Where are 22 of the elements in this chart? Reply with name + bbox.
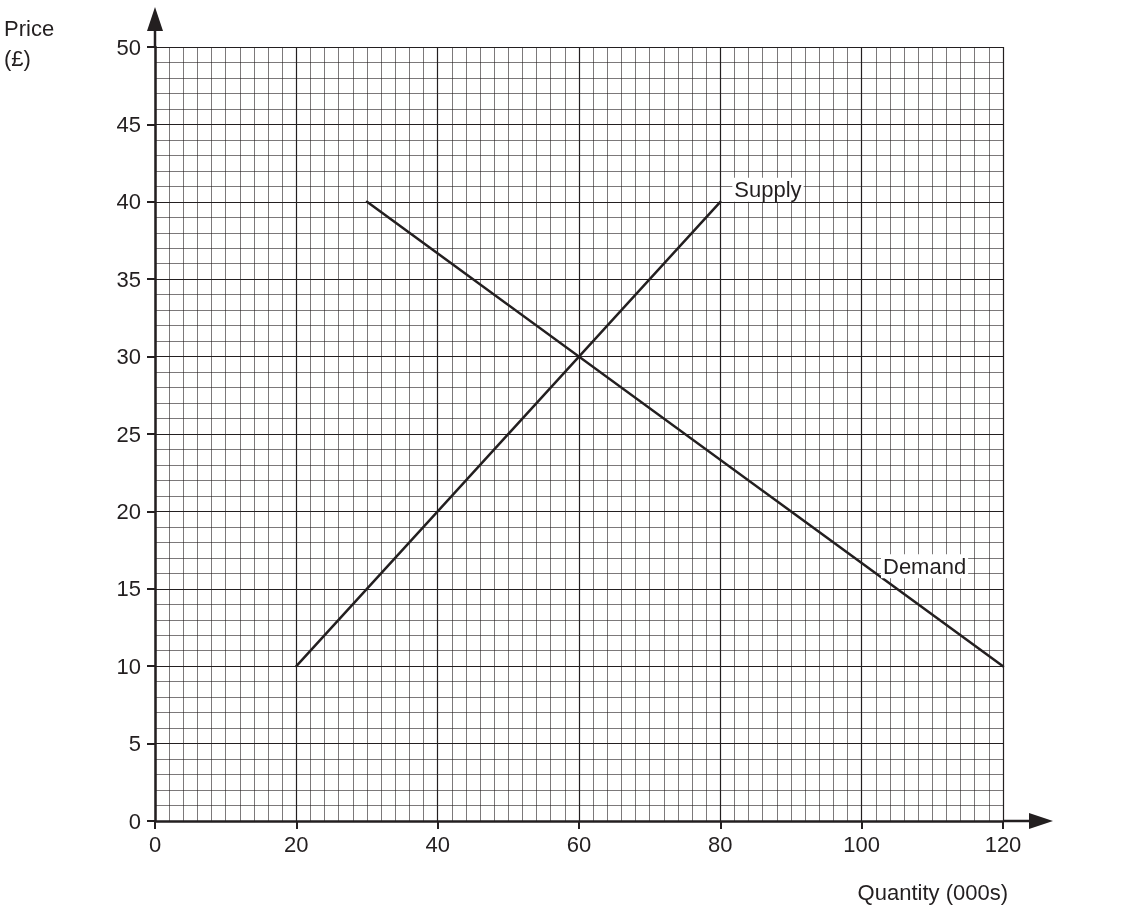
series-label: Supply <box>734 177 802 203</box>
y-axis-title: Price (£) <box>4 15 56 73</box>
x-tick-label: 80 <box>708 831 733 857</box>
series-label: Demand <box>883 553 967 579</box>
y-tick-label: 35 <box>116 266 141 292</box>
x-tick-label: 60 <box>566 831 592 857</box>
y-tick-label: 50 <box>116 34 141 60</box>
y-tick-label: 10 <box>116 653 141 679</box>
y-tick-label: 40 <box>116 189 141 215</box>
y-tick-label: 45 <box>116 111 141 137</box>
x-tick-label: 100 <box>843 831 881 857</box>
x-tick-label: 40 <box>425 831 450 857</box>
y-tick-label: 0 <box>128 808 141 834</box>
y-tick-label: 5 <box>128 731 141 757</box>
x-tick-label: 20 <box>284 831 309 857</box>
x-tick-label: 0 <box>148 831 162 857</box>
y-tick-label: 30 <box>116 344 141 370</box>
y-tick-label: 20 <box>116 498 141 524</box>
y-tick-label: 25 <box>116 421 141 447</box>
x-tick-label: 120 <box>984 831 1022 857</box>
x-axis-title: Quantity (000s) <box>857 879 1008 905</box>
y-tick-label: 15 <box>116 576 141 602</box>
